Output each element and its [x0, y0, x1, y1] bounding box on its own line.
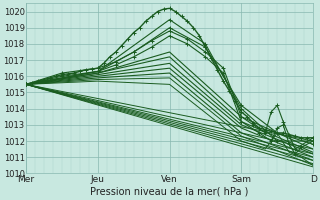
X-axis label: Pression niveau de la mer( hPa ): Pression niveau de la mer( hPa ): [90, 187, 249, 197]
